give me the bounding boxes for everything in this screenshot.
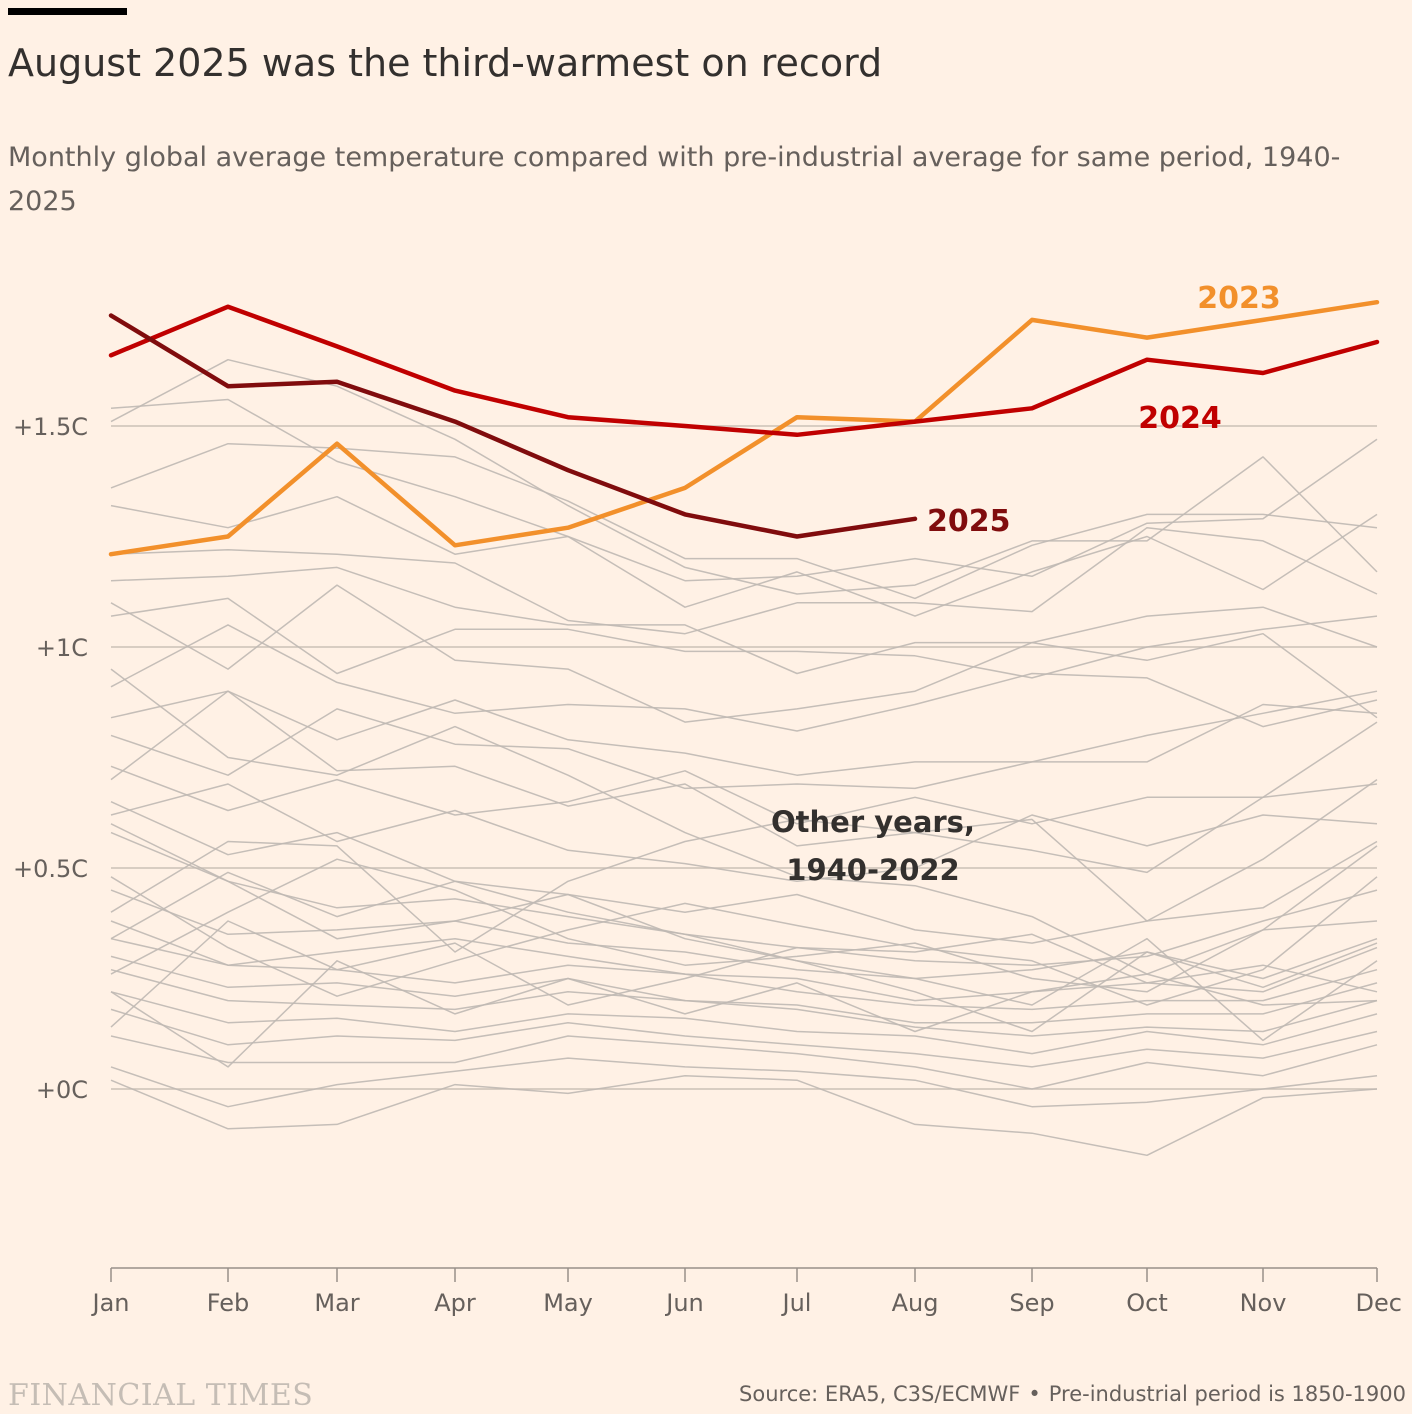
separator: • — [1028, 1382, 1041, 1406]
series-line-2024 — [108, 304, 1380, 438]
other-year-line — [110, 778, 1378, 953]
ft-logo: FINANCIAL TIMES — [8, 1378, 314, 1413]
other-year-line — [110, 1008, 1378, 1068]
other-year-line — [110, 831, 1378, 966]
x-tick-label: Jun — [664, 1289, 704, 1317]
x-tick-label: May — [543, 1289, 593, 1317]
other-year-line — [110, 690, 1378, 874]
other-year-line — [110, 991, 1378, 1055]
other-year-line — [110, 968, 1378, 1037]
other-year-line — [110, 690, 1378, 776]
source-text: Source: ERA5, C3S/ECMWF — [739, 1382, 1021, 1406]
other-year-line — [110, 871, 1378, 1042]
other-year-line — [110, 1035, 1378, 1090]
other-year-line — [110, 783, 1378, 883]
y-tick-label: +1C — [36, 634, 88, 662]
series-line-2025 — [108, 313, 918, 539]
x-tick-label: Apr — [434, 1289, 476, 1317]
other-year-line — [110, 823, 1378, 1033]
source-note: Source: ERA5, C3S/ECMWF • Pre-industrial p… — [739, 1382, 1406, 1406]
other-year-line — [110, 955, 1378, 1024]
series-label-2025: 2025 — [927, 504, 1011, 539]
other-year-line — [110, 801, 1378, 944]
other-year-line — [110, 765, 1378, 825]
other-year-line — [110, 624, 1378, 732]
other-year-line — [110, 703, 1378, 790]
other-year-line — [110, 495, 1378, 617]
brand-accent-bar — [8, 8, 127, 15]
other-year-line — [110, 1074, 1378, 1157]
x-tick-label: Mar — [314, 1289, 359, 1317]
x-tick-label: Jan — [91, 1289, 130, 1317]
other-year-line — [110, 566, 1378, 675]
x-tick-label: Dec — [1356, 1289, 1402, 1317]
other-year-line — [110, 937, 1378, 1011]
chart-title: August 2025 was the third-warmest on rec… — [8, 41, 883, 85]
y-tick-label: +1.5C — [13, 413, 88, 441]
other-year-line — [110, 442, 1378, 600]
y-tick-label: +0.5C — [13, 855, 88, 883]
x-tick-label: Oct — [1126, 1289, 1168, 1317]
y-tick-label: +0C — [36, 1076, 88, 1104]
other-year-line — [110, 398, 1378, 582]
series-label-2023: 2023 — [1197, 281, 1281, 316]
chart-subtitle: Monthly global average temperature compa… — [8, 142, 1341, 217]
other-year-line — [110, 584, 1378, 723]
other-year-line — [110, 920, 1378, 1002]
other-year-line — [110, 920, 1378, 1028]
other-years-annotation: 1940-2022 — [786, 853, 959, 887]
x-tick-label: Sep — [1009, 1289, 1054, 1317]
pre-industrial-note: Pre-industrial period is 1850-1900 — [1048, 1382, 1406, 1406]
other-year-line — [110, 668, 1378, 975]
series-label-2024: 2024 — [1138, 401, 1222, 436]
x-tick-label: Nov — [1240, 1289, 1287, 1317]
x-tick-label: Feb — [207, 1289, 250, 1317]
other-year-line — [110, 1057, 1378, 1108]
x-tick-label: Jul — [781, 1289, 812, 1317]
other-years-annotation: Other years, — [771, 805, 975, 839]
other-year-line — [110, 597, 1378, 679]
other-year-line — [110, 526, 1378, 635]
other-year-line — [110, 876, 1378, 1006]
other-year-line — [110, 858, 1378, 993]
x-tick-label: Aug — [892, 1289, 939, 1317]
series-line-2023 — [108, 299, 1380, 557]
